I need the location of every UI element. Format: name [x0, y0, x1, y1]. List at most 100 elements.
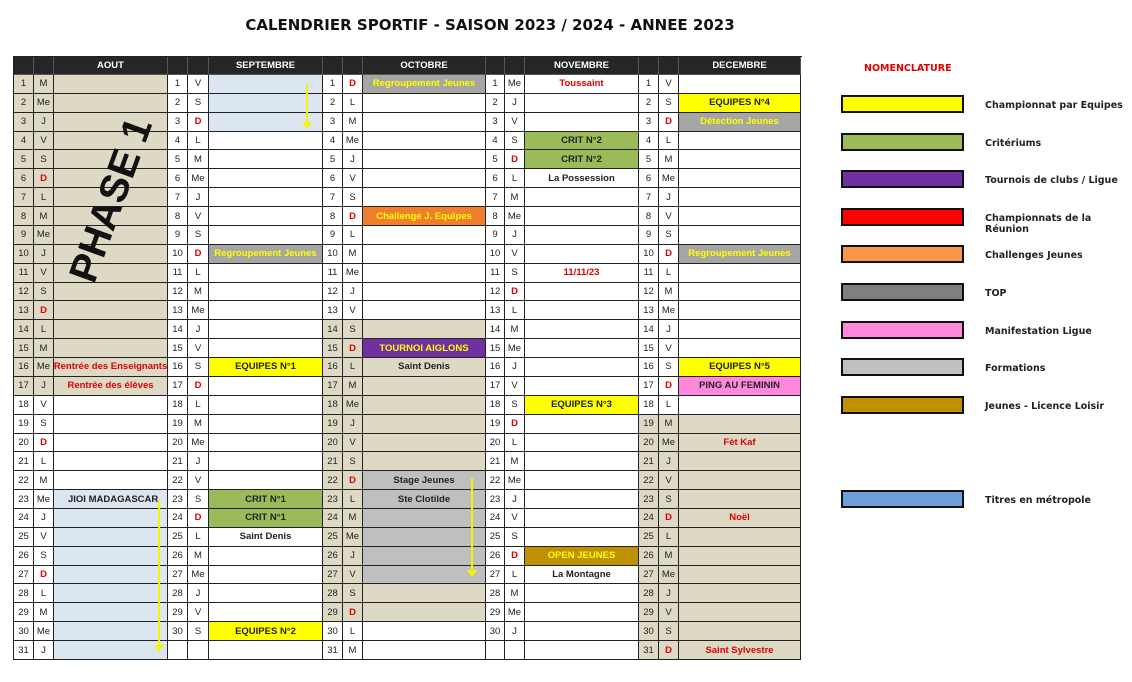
day-name: D: [343, 471, 363, 491]
day-number: 3: [168, 112, 188, 132]
event-cell: [525, 358, 639, 377]
day-number: 23: [168, 490, 188, 509]
event-cell: [363, 131, 486, 151]
day-name: V: [659, 339, 679, 359]
event-cell: [525, 112, 639, 132]
month-header-day: [505, 57, 525, 75]
event-cell: [363, 263, 486, 283]
day-name: Me: [188, 169, 209, 189]
legend-label: Titres en métropole: [985, 495, 1092, 506]
day-name: J: [505, 225, 525, 245]
event-cell: [525, 320, 639, 340]
day-number: 1: [168, 75, 188, 94]
day-number: 7: [168, 188, 188, 208]
event-cell: [525, 244, 639, 264]
event-cell: [209, 452, 323, 472]
event-cell: [363, 584, 486, 604]
day-name: V: [343, 565, 363, 585]
day-number: 19: [486, 414, 505, 434]
legend-swatch: [841, 133, 964, 151]
day-name: J: [505, 93, 525, 113]
legend-swatch: [841, 490, 964, 508]
event-cell: [679, 565, 801, 585]
day-number: 26: [639, 546, 659, 566]
event-cell: [679, 320, 801, 340]
event-cell: [679, 263, 801, 283]
legend-swatch: [841, 95, 964, 113]
day-number: 12: [323, 282, 343, 302]
day-number: 9: [486, 225, 505, 245]
day-name: V: [188, 207, 209, 226]
day-number: 13: [168, 301, 188, 321]
day-name: L: [659, 131, 679, 151]
day-number: 9: [14, 225, 34, 245]
event-cell: [525, 433, 639, 453]
day-number: 15: [323, 339, 343, 359]
day-number: 11: [486, 263, 505, 283]
event-cell: [54, 263, 168, 283]
event-cell: [363, 188, 486, 208]
day-number: 18: [168, 395, 188, 415]
day-number: 3: [14, 112, 34, 132]
event-cell: [525, 584, 639, 604]
day-name: Me: [659, 301, 679, 321]
day-name: D: [188, 244, 209, 264]
event-cell: [679, 301, 801, 321]
day-name: S: [34, 150, 54, 170]
day-number: 31: [323, 641, 343, 660]
day-name: M: [505, 584, 525, 604]
event-cell: [209, 414, 323, 434]
legend-swatch: [841, 283, 964, 301]
event-cell: [54, 188, 168, 208]
day-name: M: [34, 471, 54, 491]
day-name: D: [505, 150, 525, 170]
month-header: SEPTEMBRE: [209, 57, 323, 75]
day-number: 24: [639, 509, 659, 528]
day-name: M: [659, 150, 679, 170]
event-cell: CRIT N°1: [209, 490, 323, 509]
day-number: 2: [486, 93, 505, 113]
day-number: 21: [14, 452, 34, 472]
event-cell: [363, 546, 486, 566]
day-number: 12: [14, 282, 34, 302]
day-number: 28: [168, 584, 188, 604]
event-cell: CRIT N°2: [525, 150, 639, 170]
event-cell: Saint Denis: [209, 527, 323, 547]
event-cell: [525, 452, 639, 472]
event-cell: [209, 546, 323, 566]
day-name: M: [34, 339, 54, 359]
day-number: 18: [486, 395, 505, 415]
day-number: 4: [323, 131, 343, 151]
day-name: M: [343, 641, 363, 660]
event-cell: [363, 622, 486, 642]
day-name: L: [188, 527, 209, 547]
day-name: S: [659, 358, 679, 377]
event-cell: Regroupement Jeunes: [363, 75, 486, 94]
day-number: 2: [323, 93, 343, 113]
event-cell: 11/11/23: [525, 263, 639, 283]
event-cell: [525, 301, 639, 321]
event-cell: [679, 452, 801, 472]
legend-swatch: [841, 170, 964, 188]
day-number: 18: [639, 395, 659, 415]
day-number: 7: [323, 188, 343, 208]
day-name: S: [659, 225, 679, 245]
day-number: 20: [639, 433, 659, 453]
day-number: 20: [323, 433, 343, 453]
event-cell: Détection Jeunes: [679, 112, 801, 132]
day-number: 6: [639, 169, 659, 189]
day-name: J: [659, 188, 679, 208]
day-number: 23: [639, 490, 659, 509]
day-name: S: [343, 584, 363, 604]
day-number: 12: [486, 282, 505, 302]
event-cell: Regroupement Jeunes: [679, 244, 801, 264]
day-number: 30: [486, 622, 505, 642]
day-number: 12: [168, 282, 188, 302]
day-name: Me: [659, 433, 679, 453]
day-number: 13: [323, 301, 343, 321]
day-number: 7: [639, 188, 659, 208]
day-number: 8: [639, 207, 659, 226]
day-name: M: [659, 414, 679, 434]
event-cell: [54, 603, 168, 623]
event-cell: [54, 282, 168, 302]
